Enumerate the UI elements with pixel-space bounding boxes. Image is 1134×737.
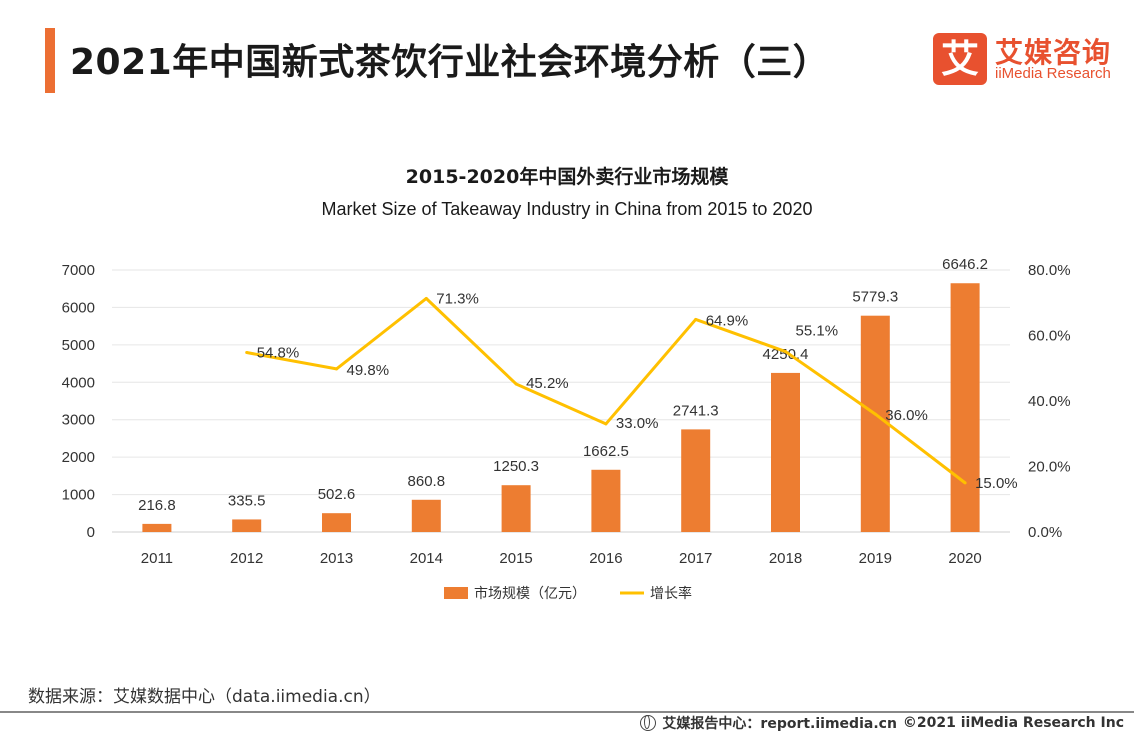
iimedia-logo: 艾 艾媒咨询 iiMedia Research <box>933 33 1123 89</box>
bar-value-label: 502.6 <box>318 486 356 503</box>
y-right-tick-label: 0.0% <box>1028 524 1062 541</box>
growth-rate-label: 55.1% <box>796 323 839 340</box>
page-title: 2021年中国新式茶饮行业社会环境分析（三） <box>70 42 830 83</box>
growth-rate-label: 54.8% <box>257 345 300 362</box>
bar-value-label: 1250.3 <box>493 458 539 475</box>
x-tick-label: 2013 <box>320 550 353 567</box>
y-left-tick-label: 5000 <box>62 337 95 354</box>
growth-rate-point <box>245 351 249 355</box>
bar-value-label: 2741.3 <box>673 402 719 419</box>
bar-value-label: 5779.3 <box>852 289 898 306</box>
logo-name-en: iiMedia Research <box>995 65 1111 82</box>
x-tick-label: 2014 <box>410 550 443 567</box>
bar-value-label: 335.5 <box>228 492 266 509</box>
y-right-tick-label: 20.0% <box>1028 459 1071 476</box>
y-left-tick-label: 4000 <box>62 374 95 391</box>
y-left-tick-label: 3000 <box>62 412 95 429</box>
x-tick-label: 2012 <box>230 550 263 567</box>
x-tick-label: 2015 <box>499 550 532 567</box>
bar-value-label: 4250.4 <box>763 346 809 363</box>
growth-rate-label: 15.0% <box>975 475 1018 492</box>
bar <box>232 519 262 532</box>
growth-rate-point <box>694 317 698 321</box>
legend-bar-swatch <box>444 587 468 599</box>
bar <box>950 283 980 532</box>
growth-rate-label: 64.9% <box>706 312 749 329</box>
x-tick-label: 2019 <box>859 550 892 567</box>
y-left-tick-label: 2000 <box>62 449 95 466</box>
bar <box>501 485 531 532</box>
y-left-tick-label: 6000 <box>62 299 95 316</box>
bar <box>681 429 711 532</box>
growth-rate-point <box>963 481 967 485</box>
bar <box>591 469 621 532</box>
y-left-tick-label: 0 <box>87 524 95 541</box>
bar-value-label: 860.8 <box>408 473 446 490</box>
growth-rate-label: 45.2% <box>526 375 569 392</box>
globe-icon <box>640 715 657 731</box>
y-right-tick-label: 80.0% <box>1028 262 1071 279</box>
copyright: ©2021 iiMedia Research Inc <box>902 715 1124 731</box>
growth-rate-point <box>424 296 428 300</box>
growth-rate-point <box>784 350 787 354</box>
footer: 艾媒报告中心：report.iimedia.cn ©2021 iiMedia R… <box>640 713 1124 733</box>
footer-divider <box>0 711 1134 713</box>
y-right-tick-label: 60.0% <box>1028 328 1071 345</box>
bar-value-label: 6646.2 <box>942 256 988 273</box>
growth-rate-label: 33.0% <box>616 415 659 432</box>
data-source: 数据来源：艾媒数据中心（data.iimedia.cn） <box>28 687 381 707</box>
bar <box>142 523 172 532</box>
bar-value-label: 216.8 <box>138 497 176 514</box>
x-tick-label: 2017 <box>679 550 712 567</box>
legend-line-label: 增长率 <box>650 585 692 602</box>
growth-rate-label: 71.3% <box>436 290 479 307</box>
y-right-tick-label: 40.0% <box>1028 393 1071 410</box>
bar <box>860 315 890 532</box>
growth-rate-point <box>873 412 877 416</box>
x-tick-label: 2016 <box>589 550 622 567</box>
chart-title: 2015-2020年中国外卖行业市场规模 <box>405 166 729 188</box>
y-left-tick-label: 7000 <box>62 262 95 279</box>
legend-bar-label: 市场规模（亿元） <box>474 585 586 602</box>
logo-name-cn: 艾媒咨询 <box>995 36 1112 69</box>
bar <box>771 372 800 532</box>
growth-rate-point <box>335 367 338 371</box>
bar <box>322 513 351 532</box>
x-tick-label: 2020 <box>948 550 981 567</box>
title-accent-bar <box>45 28 55 93</box>
chart-subtitle: Market Size of Takeaway Industry in Chin… <box>321 199 813 219</box>
bar <box>411 499 441 532</box>
bar-value-label: 1662.5 <box>583 443 629 460</box>
report-center-link[interactable]: 艾媒报告中心：report.iimedia.cn <box>662 716 897 732</box>
x-tick-label: 2018 <box>769 550 802 567</box>
growth-rate-label: 36.0% <box>885 407 928 424</box>
y-left-tick-label: 1000 <box>62 487 95 504</box>
growth-rate-label: 49.8% <box>347 362 390 379</box>
logo-mark: 艾 <box>933 33 987 85</box>
x-tick-label: 2011 <box>141 550 173 567</box>
growth-rate-point <box>604 422 608 426</box>
growth-rate-point <box>514 382 518 386</box>
